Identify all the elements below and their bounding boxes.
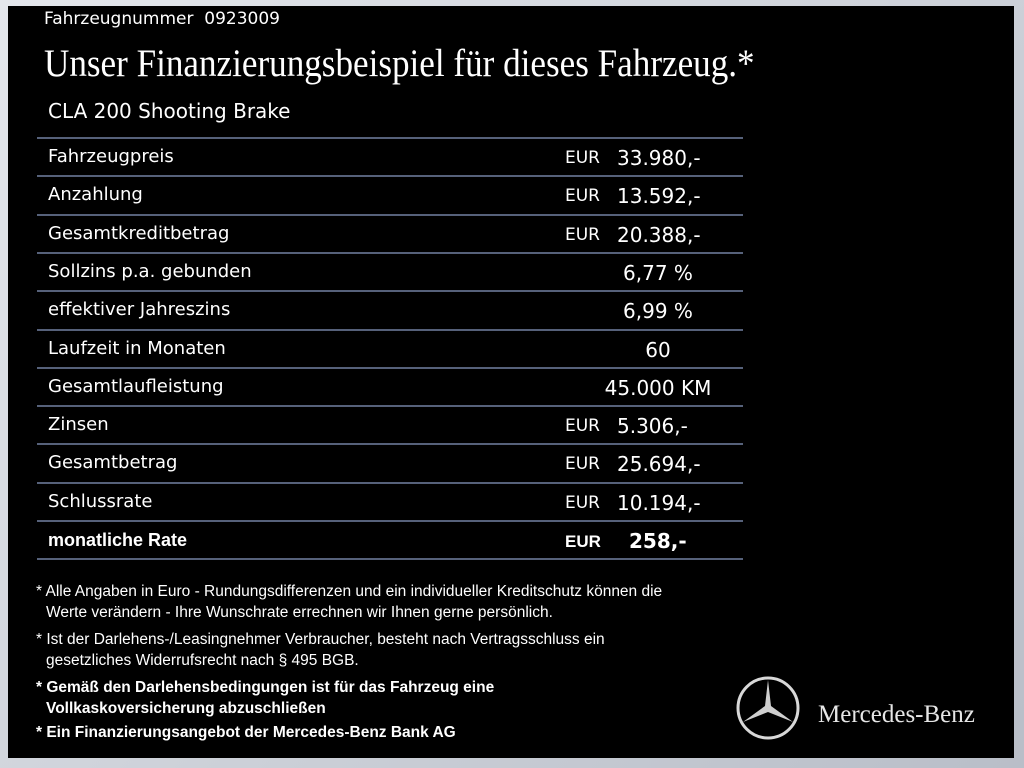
row-amount: 6,99 %: [623, 299, 693, 324]
brand-logo: [736, 676, 800, 740]
row-separator: [37, 366, 743, 369]
vehicle-number: Fahrzeugnummer 0923009: [44, 9, 280, 29]
row-amount: 258,-: [629, 529, 687, 553]
footnote-line: * Ein Finanzierungsangebot der Mercedes-…: [36, 724, 456, 741]
row-amount: 60: [645, 337, 671, 362]
footnote-line: Vollkaskoversicherung abzuschließen: [46, 700, 326, 717]
row-label: Gesamtlaufleistung: [48, 375, 224, 397]
row-amount: 13.592,-: [617, 184, 701, 209]
row-separator: [37, 405, 743, 408]
row-label: Anzahlung: [48, 184, 143, 206]
footnote-line: gesetzliches Widerrufsrecht nach § 495 B…: [46, 652, 359, 669]
row-amount: 45.000 KM: [604, 375, 712, 400]
row-separator: [37, 443, 743, 446]
footnote-line: Werte verändern - Ihre Wunschrate errech…: [46, 604, 553, 621]
row-separator: [37, 558, 743, 561]
logo-star: [743, 680, 793, 722]
row-currency: EUR: [565, 454, 600, 475]
row-label: Laufzeit in Monaten: [48, 337, 226, 359]
row-separator: [37, 137, 743, 139]
row-amount: 6,77 %: [623, 260, 693, 285]
row-currency: EUR: [565, 148, 600, 168]
row-label: effektiver Jahreszins: [48, 299, 231, 321]
row-label: Fahrzeugpreis: [48, 146, 174, 167]
row-label: monatliche Rate: [48, 530, 188, 550]
footnote-line: * Alle Angaben in Euro - Rundungsdiffere…: [36, 583, 663, 600]
row-separator: [37, 175, 743, 178]
row-currency: EUR: [565, 532, 601, 551]
row-label: Sollzins p.a. gebunden: [48, 260, 252, 282]
row-separator: [37, 328, 743, 331]
logo-ring: [736, 676, 800, 740]
row-currency: EUR: [565, 492, 600, 513]
row-separator: [37, 481, 743, 484]
row-label: Schlussrate: [48, 490, 153, 512]
row-separator: [37, 213, 743, 216]
row-currency: EUR: [565, 224, 600, 245]
row-amount: 5.306,-: [617, 414, 688, 439]
row-separator: [37, 290, 743, 293]
row-currency: EUR: [565, 416, 600, 437]
row-label: Gesamtbetrag: [48, 452, 178, 474]
footnote-line: * Ist der Darlehens-/Leasingnehmer Verbr…: [36, 631, 605, 648]
row-separator: [37, 520, 743, 522]
row-amount: 20.388,-: [617, 222, 701, 247]
panel: Fahrzeugnummer 0923009 Unser Finanzierun…: [8, 6, 1014, 758]
row-amount: 25.694,-: [617, 452, 701, 477]
row-separator: [37, 251, 743, 254]
title: Unser Finanzierungsbeispiel für dieses F…: [44, 42, 755, 85]
footnote-line: * Gemäß den Darlehensbedingungen ist für…: [36, 679, 495, 696]
row-label: Gesamtkreditbetrag: [48, 222, 230, 244]
row-currency: EUR: [565, 186, 600, 207]
row-label: Zinsen: [48, 414, 109, 436]
row-amount: 33.980,-: [617, 146, 701, 170]
brand-name: Mercedes-Benz: [818, 701, 975, 728]
model: CLA 200 Shooting Brake: [48, 99, 291, 123]
row-amount: 10.194,-: [617, 490, 701, 515]
